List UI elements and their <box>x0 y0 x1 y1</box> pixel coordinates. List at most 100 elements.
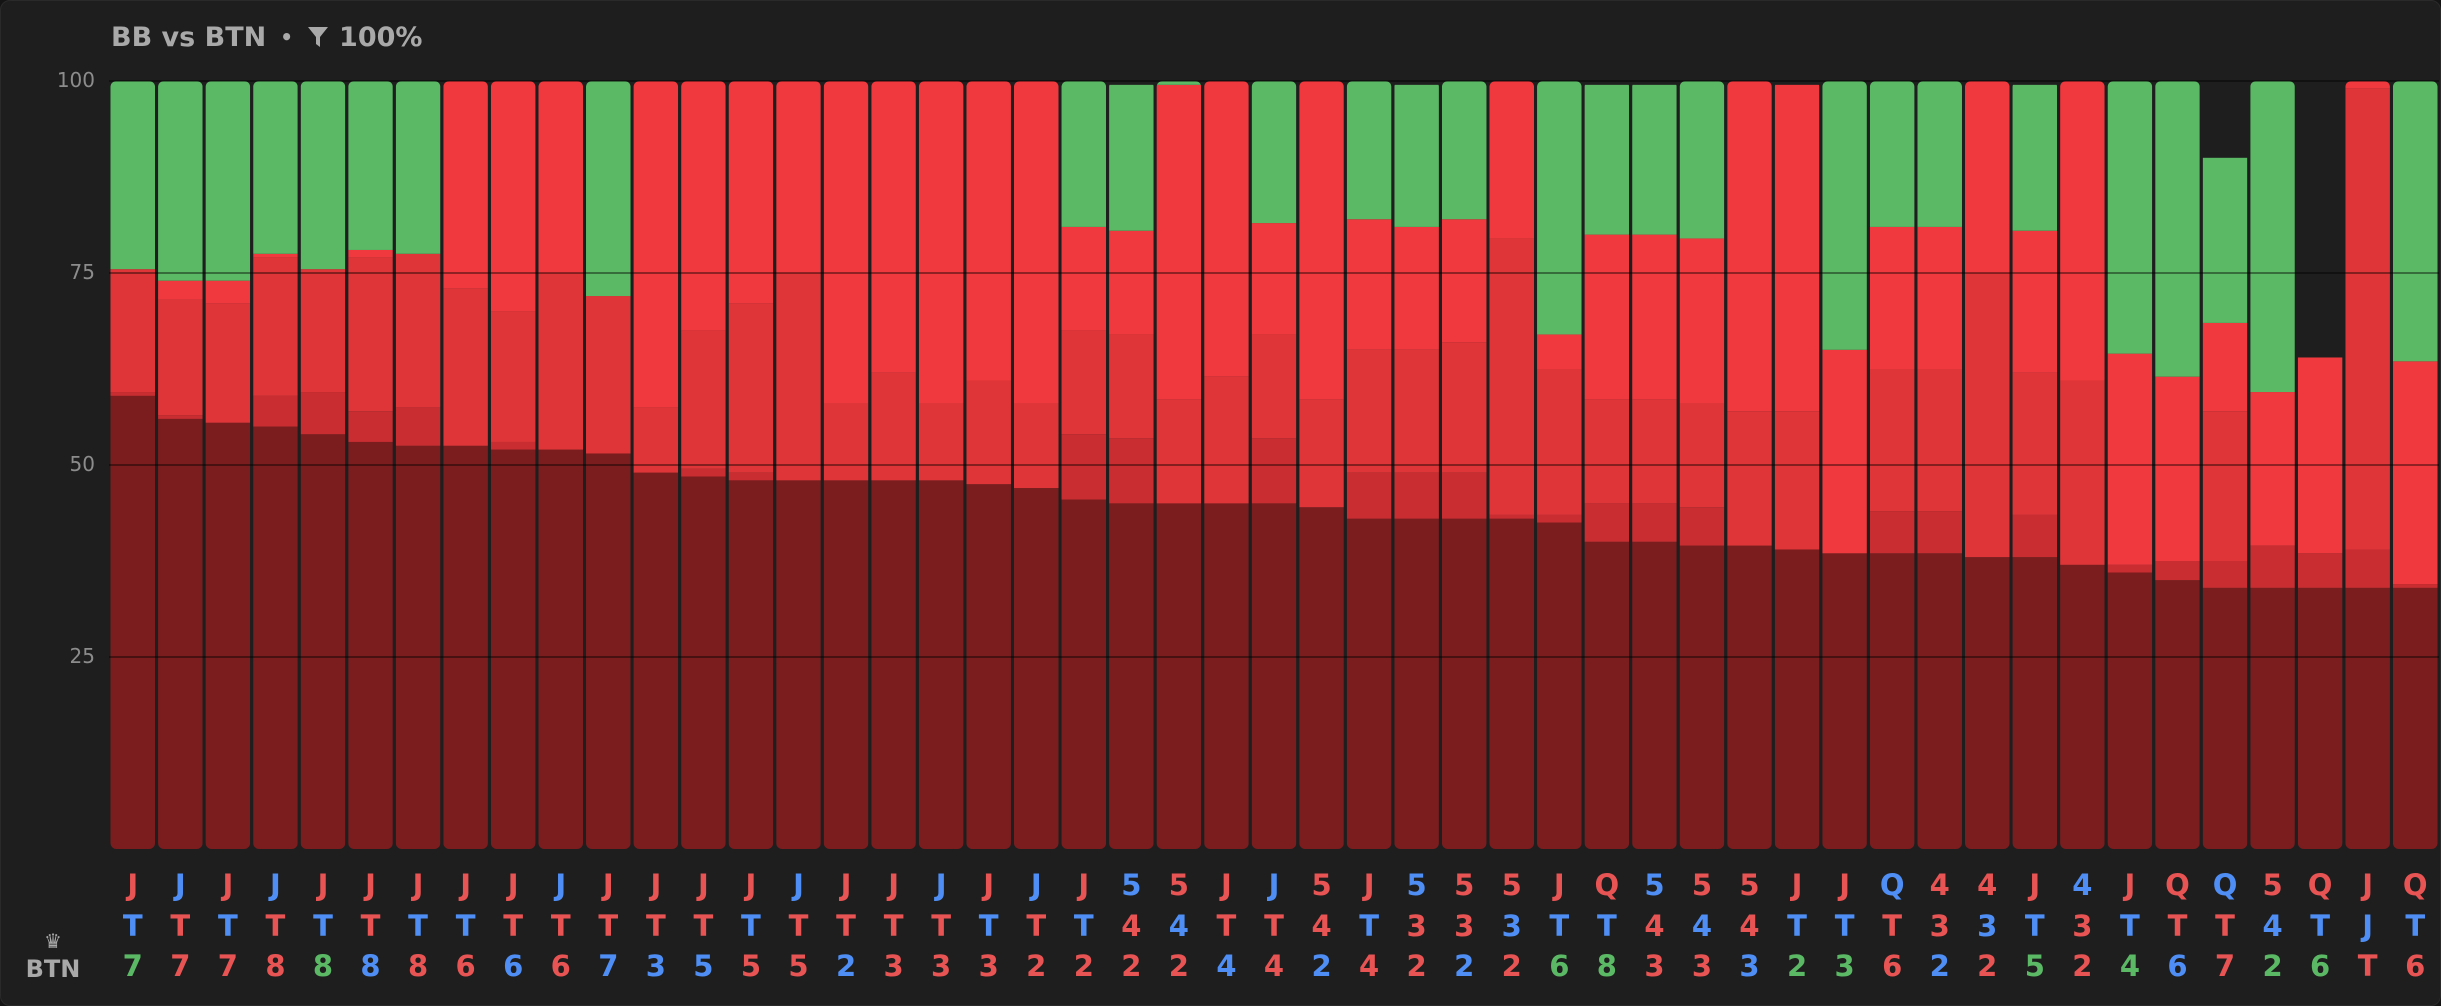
bar-1[interactable] <box>158 81 203 849</box>
card-label: 4 <box>2262 909 2282 943</box>
bar-45[interactable] <box>2250 81 2295 849</box>
bar-segment-red <box>395 253 441 408</box>
bar-4[interactable] <box>300 81 346 849</box>
bar-segment-green <box>395 81 441 254</box>
bar-segment-red_bright <box>253 253 298 258</box>
bar-36[interactable] <box>1822 81 1867 849</box>
bar-segment-red_bright <box>538 81 584 273</box>
bar-23[interactable] <box>1204 81 1249 849</box>
bar-segment-red_bright <box>1441 219 1487 343</box>
bar-24[interactable] <box>1251 81 1297 849</box>
bar-segment-red <box>1917 369 1962 512</box>
bar-12[interactable] <box>681 81 726 849</box>
card-label: T <box>551 909 571 943</box>
card-label: T <box>693 909 713 943</box>
card-label: Q <box>1595 868 1620 902</box>
bar-5[interactable] <box>348 81 393 849</box>
bar-33[interactable] <box>1679 81 1725 849</box>
bar-30[interactable] <box>1537 81 1582 849</box>
bar-27[interactable] <box>1394 84 1439 849</box>
card-label: 2 <box>1311 949 1331 983</box>
bar-segment-red_dark <box>205 422 251 849</box>
bar-19[interactable] <box>1013 81 1059 849</box>
bar-41[interactable] <box>2060 77 2105 849</box>
bar-14[interactable] <box>776 81 821 849</box>
bar-44[interactable] <box>2202 157 2248 849</box>
bar-segment-red_bright <box>918 81 964 404</box>
bar-segment-red_mid <box>1917 511 1962 554</box>
bar-7[interactable] <box>443 81 488 849</box>
card-label: 6 <box>1549 949 1569 983</box>
bar-48[interactable] <box>2392 77 2438 849</box>
card-label: 3 <box>1977 909 1997 943</box>
card-label: J <box>1552 868 1565 902</box>
card-label: 2 <box>1502 949 1522 983</box>
bar-9[interactable] <box>538 81 584 849</box>
bar-39[interactable] <box>1964 81 2010 849</box>
card-label: J <box>2123 868 2136 902</box>
bar-2[interactable] <box>205 81 251 849</box>
card-label: 5 <box>1407 868 1427 902</box>
bar-segment-green <box>1394 84 1439 227</box>
bar-25[interactable] <box>1299 81 1344 849</box>
bar-22[interactable] <box>1156 81 1202 849</box>
bar-35[interactable] <box>1774 84 1820 849</box>
bar-34[interactable] <box>1727 81 1772 849</box>
bar-segment-red_mid <box>2250 545 2295 588</box>
bar-15[interactable] <box>823 81 869 849</box>
bar-segment-red_bright <box>871 81 916 373</box>
card-label: T <box>1264 909 1284 943</box>
bar-26[interactable] <box>1346 81 1392 849</box>
bar-42[interactable] <box>2107 81 2153 849</box>
bar-segment-red_bright <box>1204 81 1249 377</box>
card-label: Q <box>2308 868 2333 902</box>
bar-18[interactable] <box>966 81 1011 849</box>
bar-40[interactable] <box>2012 84 2058 849</box>
card-label: 4 <box>1121 909 1141 943</box>
bar-segment-red <box>300 269 346 393</box>
bar-segment-red_dark <box>2012 557 2058 849</box>
bar-segment-red_dark <box>490 449 536 849</box>
filter-button[interactable]: 100% <box>307 22 422 53</box>
bar-segment-red_dark <box>776 480 821 849</box>
card-label: J <box>1267 868 1280 902</box>
bar-28[interactable] <box>1441 81 1487 849</box>
card-label: 3 <box>1692 949 1712 983</box>
bar-segment-green <box>348 81 393 250</box>
bar-43[interactable] <box>2155 81 2200 849</box>
card-label: 5 <box>1454 868 1474 902</box>
bar-segment-red <box>1964 273 2010 558</box>
bar-13[interactable] <box>728 81 774 849</box>
bar-31[interactable] <box>1584 84 1630 849</box>
bar-37[interactable] <box>1869 81 1915 849</box>
bar-3[interactable] <box>253 81 298 849</box>
bar-segment-red_bright <box>1156 84 1202 400</box>
bar-segment-green <box>586 81 631 297</box>
bar-segment-red_mid <box>158 415 203 419</box>
bar-segment-red_bright <box>1251 223 1297 335</box>
bar-46[interactable] <box>2297 357 2343 849</box>
bar-segment-red_dark <box>681 476 726 849</box>
bar-17[interactable] <box>918 81 964 849</box>
bar-segment-red_dark <box>1299 507 1344 849</box>
card-label: T <box>1597 909 1617 943</box>
bar-segment-red_mid <box>1632 503 1677 542</box>
bar-20[interactable] <box>1061 81 1107 849</box>
bar-0[interactable] <box>110 81 156 849</box>
bar-21[interactable] <box>1109 84 1154 849</box>
bar-6[interactable] <box>395 81 441 849</box>
bar-47[interactable] <box>2345 81 2390 849</box>
bar-11[interactable] <box>633 81 679 849</box>
bar-segment-red_bright <box>1109 230 1154 335</box>
card-label: 5 <box>1169 868 1189 902</box>
bar-29[interactable] <box>1489 73 1535 849</box>
bar-38[interactable] <box>1917 81 1962 849</box>
card-label: Q <box>2403 868 2428 902</box>
bar-16[interactable] <box>871 81 916 849</box>
card-label: 5 <box>1692 868 1712 902</box>
bar-32[interactable] <box>1632 84 1677 849</box>
bar-10[interactable] <box>586 81 631 849</box>
card-label: T <box>884 909 904 943</box>
bar-segment-red <box>1061 330 1107 435</box>
